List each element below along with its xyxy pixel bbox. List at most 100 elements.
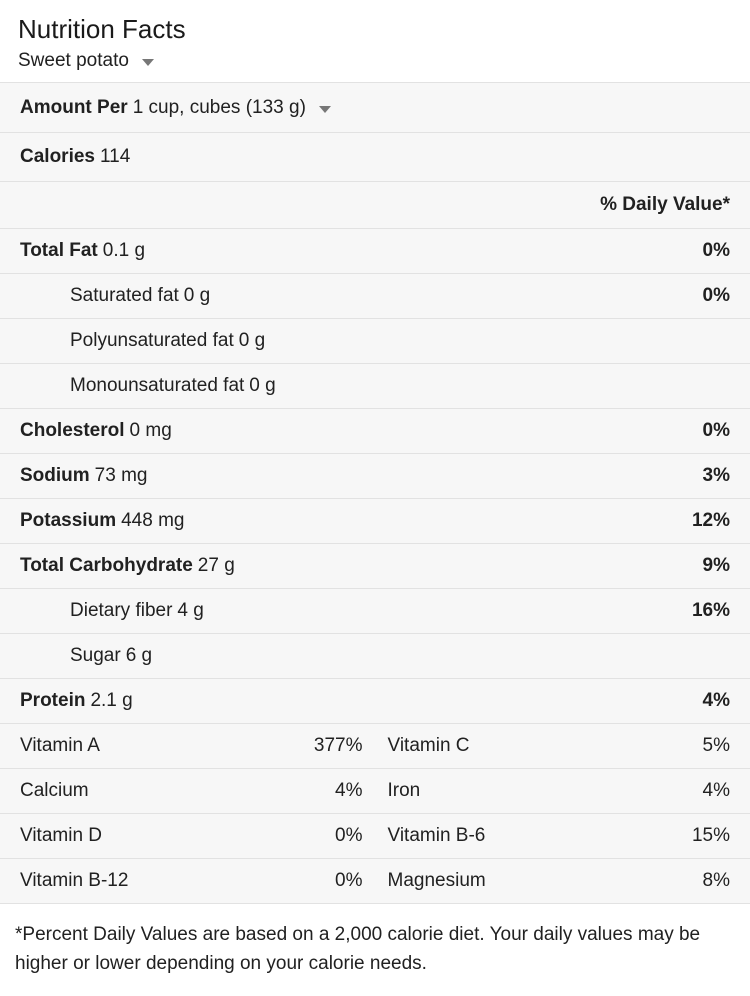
micronutrient-right-cell: Iron 4%	[388, 780, 731, 802]
micronutrient-row: Vitamin B-12 0% Magnesium 8%	[0, 859, 750, 904]
nutrient-row: Protein 2.1 g 4%	[0, 679, 750, 724]
nutrient-amount: 2.1 g	[90, 690, 133, 711]
nutrient-label: Sodium 73 mg	[20, 465, 147, 487]
chevron-down-icon	[141, 59, 154, 66]
nutrient-name: Potassium	[20, 510, 117, 531]
micronutrient-daily-value: 4%	[335, 780, 363, 801]
micronutrient-name: Vitamin A	[20, 735, 100, 756]
nutrient-row: Saturated fat 0 g 0%	[0, 274, 750, 319]
micronutrient-daily-value: 4%	[702, 780, 730, 801]
nutrient-label: Polyunsaturated fat 0 g	[20, 330, 265, 352]
micronutrient-rows-group: Vitamin A 377% Vitamin C 5% Calcium 4% I…	[0, 724, 750, 904]
nutrient-name: Sodium	[20, 465, 90, 486]
nutrient-amount: 0 g	[183, 285, 211, 306]
nutrient-name: Monounsaturated fat	[70, 375, 245, 396]
nutrient-name: Total Carbohydrate	[20, 555, 193, 576]
nutrient-daily-value: 9%	[702, 555, 730, 576]
nutrient-amount: 4 g	[177, 600, 204, 621]
nutrition-table: Amount Per 1 cup, cubes (133 g) Calories…	[0, 82, 750, 904]
nutrient-row: Total Fat 0.1 g 0%	[0, 229, 750, 274]
micronutrient-daily-value: 15%	[691, 825, 730, 846]
nutrient-name: Protein	[20, 690, 86, 711]
nutrient-row: Polyunsaturated fat 0 g	[0, 319, 750, 364]
nutrient-name: Saturated fat	[70, 285, 179, 306]
micronutrient-name: Vitamin B-6	[387, 825, 486, 846]
panel-header: Nutrition Facts Sweet potato	[0, 0, 750, 73]
micronutrient-left-cell: Vitamin D 0%	[20, 825, 363, 847]
micronutrient-name: Vitamin B-12	[20, 870, 129, 891]
micronutrient-row: Calcium 4% Iron 4%	[0, 769, 750, 814]
micronutrient-right-cell: Vitamin C 5%	[388, 735, 731, 757]
serving-row: Amount Per 1 cup, cubes (133 g)	[0, 83, 750, 133]
nutrient-label: Sugar 6 g	[20, 645, 152, 667]
micronutrient-right-cell: Vitamin B-6 15%	[388, 825, 731, 847]
nutrient-amount: 0 mg	[129, 420, 172, 441]
nutrient-row: Potassium 448 mg 12%	[0, 499, 750, 544]
nutrient-label: Dietary fiber 4 g	[20, 600, 204, 622]
nutrient-row: Total Carbohydrate 27 g 9%	[0, 544, 750, 589]
nutrient-daily-value: 4%	[702, 690, 730, 711]
serving-size-dropdown[interactable]: 1 cup, cubes (133 g)	[133, 97, 331, 119]
micronutrient-left-cell: Calcium 4%	[20, 780, 363, 802]
nutrient-row: Sugar 6 g	[0, 634, 750, 679]
nutrient-amount: 448 mg	[121, 510, 185, 531]
nutrient-label: Protein 2.1 g	[20, 690, 133, 712]
micronutrient-daily-value: 0%	[335, 870, 363, 891]
micronutrient-left-cell: Vitamin B-12 0%	[20, 870, 363, 892]
panel-title: Nutrition Facts	[18, 14, 186, 44]
nutrient-amount: 0 g	[238, 330, 266, 351]
nutrient-rows-group: Total Fat 0.1 g 0% Saturated fat 0 g 0% …	[0, 229, 750, 724]
daily-value-header: % Daily Value*	[600, 194, 730, 215]
nutrient-label: Potassium 448 mg	[20, 510, 184, 532]
micronutrient-name: Iron	[387, 780, 421, 801]
calories-value: 114	[99, 146, 131, 167]
micronutrient-name: Vitamin D	[20, 825, 103, 846]
nutrient-label: Monounsaturated fat 0 g	[20, 375, 276, 397]
nutrient-daily-value: 0%	[702, 420, 730, 441]
micronutrient-daily-value: 8%	[702, 870, 730, 891]
micronutrient-name: Vitamin C	[387, 735, 470, 756]
nutrient-daily-value: 16%	[691, 600, 730, 621]
micronutrient-right-cell: Magnesium 8%	[388, 870, 731, 892]
nutrient-name: Sugar	[70, 645, 121, 666]
nutrient-amount: 73 mg	[94, 465, 148, 486]
nutrient-daily-value: 3%	[702, 465, 730, 486]
nutrient-label: Total Carbohydrate 27 g	[20, 555, 235, 577]
calories-label: Calories	[20, 146, 95, 167]
nutrient-amount: 27 g	[197, 555, 235, 576]
nutrient-row: Sodium 73 mg 3%	[0, 454, 750, 499]
micronutrient-row: Vitamin D 0% Vitamin B-6 15%	[0, 814, 750, 859]
chevron-down-icon	[318, 105, 331, 113]
nutrient-daily-value: 0%	[702, 285, 730, 306]
micronutrient-row: Vitamin A 377% Vitamin C 5%	[0, 724, 750, 769]
food-selector-dropdown[interactable]: Sweet potato	[18, 49, 154, 73]
micronutrient-left-cell: Vitamin A 377%	[20, 735, 363, 757]
daily-value-footnote: *Percent Daily Values are based on a 2,0…	[15, 924, 701, 974]
nutrient-row: Monounsaturated fat 0 g	[0, 364, 750, 409]
nutrient-row: Dietary fiber 4 g 16%	[0, 589, 750, 634]
serving-prefix-label: Amount Per	[20, 96, 128, 118]
micronutrient-name: Magnesium	[387, 870, 486, 891]
micronutrient-daily-value: 377%	[313, 735, 363, 756]
nutrient-name: Polyunsaturated fat	[70, 330, 234, 351]
nutrient-amount: 0.1 g	[102, 240, 146, 261]
nutrient-name: Cholesterol	[20, 420, 125, 441]
nutrient-amount: 6 g	[125, 645, 153, 666]
nutrient-daily-value: 0%	[702, 240, 730, 261]
serving-size-value: 1 cup, cubes (133 g)	[132, 96, 306, 118]
nutrient-name: Total Fat	[20, 240, 98, 261]
nutrient-daily-value: 12%	[691, 510, 730, 531]
micronutrient-name: Calcium	[20, 780, 89, 801]
nutrient-label: Total Fat 0.1 g	[20, 240, 145, 262]
nutrient-row: Cholesterol 0 mg 0%	[0, 409, 750, 454]
nutrient-amount: 0 g	[249, 375, 276, 396]
nutrient-name: Dietary fiber	[70, 600, 173, 621]
nutrient-label: Saturated fat 0 g	[20, 285, 210, 307]
calories-row: Calories 114	[0, 133, 750, 182]
micronutrient-daily-value: 0%	[335, 825, 363, 846]
daily-value-header-row: % Daily Value*	[0, 182, 750, 229]
food-name-label: Sweet potato	[18, 50, 129, 71]
micronutrient-daily-value: 5%	[702, 735, 730, 756]
nutrient-label: Cholesterol 0 mg	[20, 420, 172, 442]
